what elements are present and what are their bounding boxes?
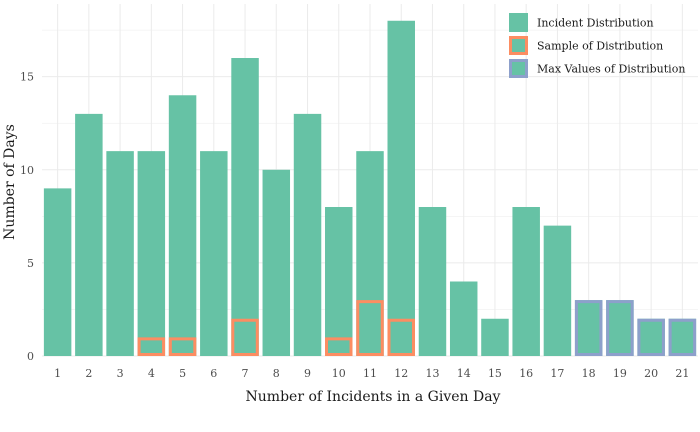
bar-incident-distribution bbox=[574, 300, 603, 356]
bar-incident-distribution bbox=[106, 151, 134, 356]
bar-incident-distribution bbox=[481, 318, 509, 356]
x-tick-label: 3 bbox=[117, 367, 124, 380]
bar-incident-distribution bbox=[449, 281, 478, 356]
x-tick-label: 10 bbox=[332, 367, 346, 380]
x-tick-label: 13 bbox=[425, 367, 439, 380]
legend-label: Max Values of Distribution bbox=[537, 63, 685, 76]
bar-incident-distribution bbox=[200, 151, 228, 356]
x-tick-label: 8 bbox=[273, 367, 280, 380]
bar-incident-distribution bbox=[606, 300, 634, 356]
x-tick-label: 4 bbox=[148, 367, 155, 380]
legend-key-1 bbox=[509, 36, 528, 55]
x-tick-label: 14 bbox=[457, 367, 471, 380]
bar-incident-distribution bbox=[668, 318, 697, 356]
legend-label: Sample of Distribution bbox=[537, 40, 663, 53]
x-tick-label: 19 bbox=[613, 367, 627, 380]
y-tick-label: 0 bbox=[27, 350, 34, 363]
x-axis-title: Number of Incidents in a Given Day bbox=[246, 389, 501, 405]
x-axis-ticks: 1 2 3 4 5 6 7 8 9 10 11 12 13 14 15 16 17 18 19 20 21 bbox=[54, 367, 689, 380]
x-tick-label: 20 bbox=[644, 367, 658, 380]
legend-label: Incident Distribution bbox=[537, 17, 654, 30]
x-tick-label: 18 bbox=[582, 367, 596, 380]
bar-incident-distribution bbox=[168, 95, 197, 356]
y-axis-title: Number of Days bbox=[2, 124, 18, 240]
legend: Incident Distribution Sample of Distribut… bbox=[509, 13, 685, 78]
bar-max-values-of-distribution bbox=[668, 318, 697, 356]
bar-incident-distribution bbox=[512, 207, 540, 356]
y-tick-label: 5 bbox=[27, 257, 34, 270]
y-axis-ticks: 0 5 10 15 bbox=[20, 71, 34, 363]
bar-incident-distribution bbox=[293, 113, 322, 356]
bar-incident-distribution bbox=[356, 151, 384, 356]
bar-sample-of-distribution bbox=[387, 318, 415, 356]
bar-max-values-of-distribution bbox=[637, 318, 665, 356]
bar-incident-distribution bbox=[43, 188, 72, 356]
x-tick-label: 5 bbox=[179, 367, 186, 380]
x-tick-label: 11 bbox=[363, 367, 377, 380]
bar-incident-distribution bbox=[418, 207, 447, 356]
bar-incident-distribution bbox=[231, 58, 259, 356]
x-tick-label: 7 bbox=[242, 367, 249, 380]
bar-sample-of-distribution bbox=[325, 337, 353, 357]
x-tick-label: 2 bbox=[85, 367, 92, 380]
bar-sample-of-distribution bbox=[231, 318, 259, 356]
bar-incident-distribution bbox=[75, 113, 103, 356]
x-tick-label: 21 bbox=[675, 367, 689, 380]
bar-max-values-of-distribution bbox=[574, 300, 603, 356]
x-tick-label: 12 bbox=[394, 367, 408, 380]
y-tick-label: 10 bbox=[20, 164, 34, 177]
bars bbox=[43, 20, 697, 357]
x-tick-label: 16 bbox=[519, 367, 533, 380]
legend-key-2 bbox=[509, 59, 528, 78]
x-tick-label: 17 bbox=[550, 367, 564, 380]
bar-sample-of-distribution bbox=[137, 337, 166, 357]
x-tick-label: 1 bbox=[54, 367, 61, 380]
x-tick-label: 6 bbox=[210, 367, 217, 380]
bar-incident-distribution bbox=[325, 207, 353, 356]
bar-max-values-of-distribution bbox=[606, 300, 634, 356]
bar-sample-of-distribution bbox=[168, 337, 197, 357]
bar-incident-distribution bbox=[387, 20, 415, 357]
bar-incident-distribution bbox=[262, 169, 291, 356]
bar-incident-distribution bbox=[637, 318, 665, 356]
bar-incident-distribution bbox=[543, 225, 572, 356]
legend-key-0 bbox=[509, 13, 528, 32]
y-tick-label: 15 bbox=[20, 71, 34, 84]
bar-incident-distribution bbox=[137, 151, 166, 356]
x-tick-label: 15 bbox=[488, 367, 502, 380]
x-tick-label: 9 bbox=[304, 367, 311, 380]
bar-sample-of-distribution bbox=[356, 300, 384, 356]
